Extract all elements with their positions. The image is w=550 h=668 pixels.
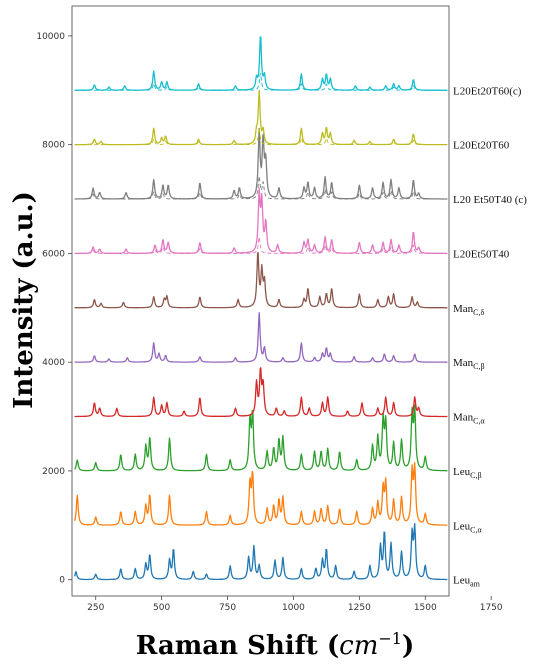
x-tick-label: 250	[87, 603, 104, 613]
series-label: ManC,α	[453, 412, 486, 426]
x-axis-title: Raman Shift (cm−1)	[136, 629, 415, 661]
series-label-name: Man	[453, 357, 474, 369]
series-line	[74, 311, 448, 363]
y-tick-label: 0	[59, 576, 65, 586]
series-label: LeuC,α	[453, 520, 482, 534]
y-tick-label: 10000	[36, 32, 65, 42]
series-label-name: Leu	[453, 575, 471, 587]
series-label-subscript: C,δ	[473, 308, 484, 317]
series-label-subscript: C,β	[473, 362, 484, 371]
series-line	[74, 404, 448, 472]
x-tick-label: 1750	[480, 603, 503, 613]
series-label-name: L20Et20T60(c)	[453, 85, 522, 97]
series-lines	[73, 36, 448, 581]
series-label: L20Et50T40	[453, 248, 510, 260]
series-label: Leuam	[453, 575, 481, 589]
series-line	[74, 251, 448, 309]
series-line	[74, 89, 448, 146]
y-tick-label: 6000	[42, 249, 65, 259]
series-labels: LeuamLeuC,αLeuC,βManC,αManC,βManC,δL20Et…	[453, 85, 527, 588]
series-label-name: Man	[453, 303, 474, 315]
x-tick-label: 1250	[348, 603, 371, 613]
series-line	[74, 187, 448, 255]
x-axis-title-main: Raman Shift (	[136, 631, 339, 661]
series-label: L20 Et50T40 (c)	[453, 194, 527, 206]
series-label-subscript: C,α	[473, 417, 485, 426]
x-axis-title-exp: −1	[378, 629, 402, 648]
series-label-name: Leu	[453, 466, 471, 478]
series-label-name: L20Et20T60	[453, 140, 510, 152]
x-tick-label: 500	[153, 603, 170, 613]
plot-frame	[71, 5, 450, 597]
y-tick-label: 2000	[42, 467, 65, 477]
series-label-name: Man	[453, 412, 474, 424]
series-label-subscript: C,β	[470, 471, 481, 480]
series-label: LeuC,β	[453, 466, 482, 480]
x-axis-title-unit: cm	[339, 631, 378, 661]
series-line	[73, 461, 448, 526]
series-line-dashed	[74, 236, 448, 254]
series-label-name: L20 Et50T40 (c)	[453, 194, 527, 206]
x-tick-label: 750	[219, 603, 236, 613]
series-line-dashed	[74, 175, 448, 200]
series-line-dashed	[74, 127, 448, 146]
series-label: ManC,δ	[453, 303, 485, 317]
series-line	[74, 36, 448, 91]
series-label-subscript: C,α	[470, 525, 482, 534]
x-axis-title-close: )	[402, 631, 414, 661]
series-line	[74, 367, 448, 418]
series-line	[73, 523, 448, 581]
x-tick-label: 1000	[282, 603, 305, 613]
y-tick-label: 4000	[42, 358, 65, 368]
series-line-dashed	[74, 73, 448, 91]
y-tick-label: 8000	[42, 141, 65, 151]
x-tick-label: 1500	[414, 603, 437, 613]
series-label-subscript: am	[470, 580, 481, 589]
series-label: L20Et20T60	[453, 140, 510, 152]
series-label: L20Et20T60(c)	[453, 85, 522, 97]
series-label-name: Leu	[453, 520, 471, 532]
series-label-name: L20Et50T40	[453, 248, 510, 260]
y-axis-title: Intensity (a.u.)	[9, 191, 39, 409]
axis-ticks: 250 500 750 1000 1250 1500 1750 0 2000 4000 6000 80…	[36, 32, 503, 613]
series-label: ManC,β	[453, 357, 485, 371]
